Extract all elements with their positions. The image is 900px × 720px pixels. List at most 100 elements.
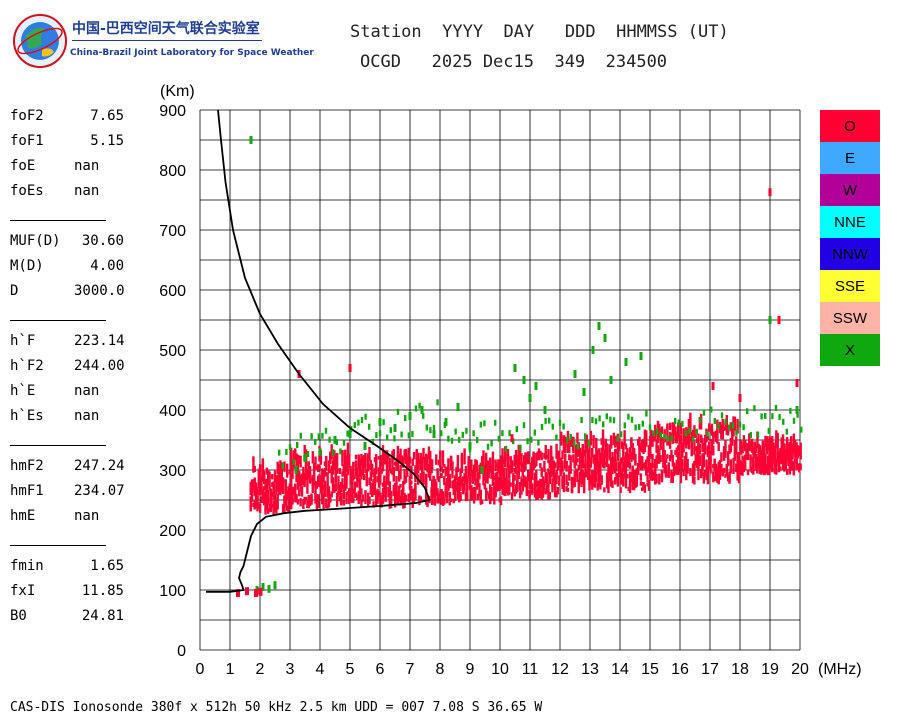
x-tick-label: 1 — [226, 661, 235, 678]
o-trace-mark — [445, 491, 449, 495]
o-trace-mark — [350, 486, 354, 499]
o-trace-mark — [439, 454, 442, 468]
o-trace-mark — [290, 461, 293, 472]
o-trace-mark — [652, 474, 656, 480]
x-trace-mark — [562, 423, 565, 430]
o-trace-mark — [292, 486, 296, 493]
o-trace-mark — [345, 473, 348, 489]
o-trace-mark — [551, 471, 554, 475]
o-trace-mark — [323, 467, 327, 477]
parameter-row: D 3000.0 — [10, 283, 150, 308]
o-trace-mark — [581, 470, 584, 485]
o-trace-mark — [620, 441, 624, 449]
o-trace-mark — [604, 461, 607, 466]
o-trace-mark — [345, 459, 348, 473]
o-trace-mark — [664, 471, 668, 478]
o-trace-mark — [746, 452, 750, 460]
o-trace-mark — [607, 463, 610, 475]
o-trace-mark — [682, 436, 685, 453]
o-trace-mark — [468, 478, 472, 483]
o-trace-mark — [502, 467, 506, 482]
o-trace-mark — [463, 448, 466, 465]
o-trace-mark — [562, 472, 566, 477]
o-trace-mark — [762, 456, 766, 470]
x-tick-label: 18 — [731, 661, 749, 678]
o-trace-mark — [354, 460, 358, 476]
y-tick-label: 400 — [159, 403, 186, 420]
o-trace-mark — [448, 491, 451, 502]
o-trace-mark — [654, 424, 657, 432]
o-trace-mark — [414, 465, 417, 479]
o-trace-mark — [731, 429, 734, 438]
o-trace-mark — [389, 490, 393, 502]
x-trace-mark — [328, 436, 331, 443]
o-trace-mark — [781, 434, 785, 451]
o-trace-mark — [459, 468, 462, 483]
o-trace-mark — [509, 482, 512, 487]
x-trace-mark — [728, 424, 731, 431]
o-trace-mark — [681, 442, 684, 449]
parameter-row: foF2 7.65 — [10, 108, 150, 133]
o-trace-mark — [589, 430, 593, 446]
o-trace-mark — [510, 461, 514, 471]
o-trace-mark — [333, 450, 336, 467]
x-tick-label: 16 — [671, 661, 689, 678]
o-trace-mark — [689, 467, 692, 477]
o-trace-mark — [372, 478, 375, 496]
o-trace-mark — [482, 473, 485, 486]
o-trace-mark — [290, 447, 293, 464]
o-trace-mark — [512, 474, 515, 491]
o-trace-mark — [789, 454, 793, 471]
x-trace-mark — [756, 431, 760, 438]
x-trace-point — [393, 424, 397, 432]
x-tick-label: 15 — [641, 661, 659, 678]
parameter-value: 4.00 — [90, 258, 124, 274]
o-scatter-point — [738, 394, 742, 402]
o-trace-mark — [547, 449, 550, 464]
o-trace-mark — [619, 487, 622, 493]
o-trace-mark — [335, 452, 339, 467]
o-trace-mark — [678, 436, 681, 448]
o-trace-mark — [296, 469, 300, 478]
o-trace-mark — [601, 458, 605, 466]
o-trace-mark — [452, 479, 455, 496]
o-trace-mark — [520, 453, 523, 467]
o-trace-mark — [407, 493, 410, 503]
o-trace-mark — [395, 463, 398, 471]
parameter-value: 244.00 — [74, 358, 125, 374]
o-trace-mark — [250, 485, 254, 493]
o-trace-mark — [464, 491, 468, 502]
o-trace-mark — [562, 435, 566, 452]
o-trace-mark — [662, 438, 665, 455]
polarization-legend: O E W NNE NNW SSE SSW X — [820, 110, 880, 366]
o-trace-mark — [762, 443, 766, 458]
o-trace-mark — [276, 482, 279, 492]
o-trace-mark — [533, 463, 537, 468]
o-trace-mark — [441, 491, 445, 506]
o-trace-mark — [504, 446, 507, 461]
x-trace-mark — [764, 412, 767, 419]
o-trace-mark — [780, 437, 783, 451]
o-trace-mark — [564, 461, 567, 468]
o-trace-mark — [338, 495, 341, 502]
o-trace-mark — [427, 464, 431, 478]
o-trace-mark — [271, 482, 274, 487]
o-trace-mark — [587, 463, 590, 481]
o-trace-mark — [576, 458, 579, 463]
o-trace-mark — [618, 438, 621, 445]
x-trace-mark — [404, 415, 407, 422]
x-trace-point — [378, 418, 382, 426]
x-trace-point — [528, 394, 532, 402]
o-trace-mark — [335, 462, 339, 474]
o-trace-mark — [639, 444, 643, 452]
o-trace-mark — [373, 457, 377, 463]
o-trace-mark — [548, 491, 551, 500]
o-trace-mark — [745, 442, 748, 453]
o-trace-mark — [531, 462, 534, 476]
o-trace-mark — [353, 481, 356, 491]
o-trace-mark — [431, 460, 434, 470]
o-trace-mark — [765, 464, 769, 473]
density-profile-line — [206, 109, 431, 593]
o-trace-mark — [779, 450, 782, 465]
o-trace-mark — [547, 482, 550, 488]
